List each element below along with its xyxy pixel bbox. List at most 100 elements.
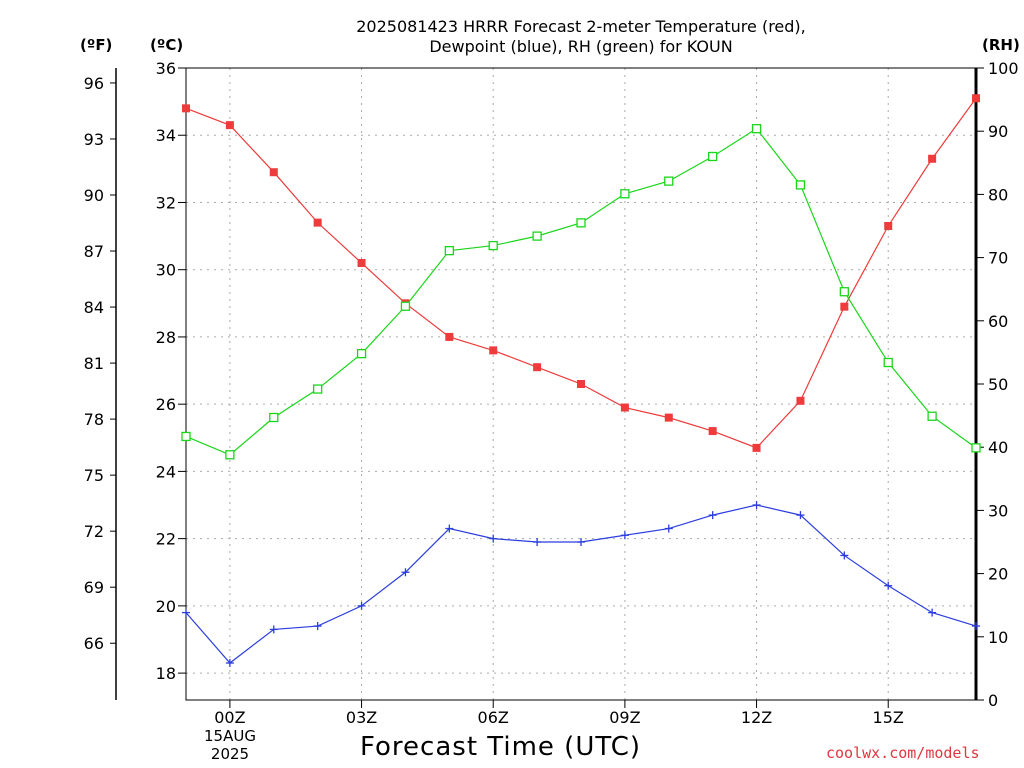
celsius-tick-label: 24 [156,462,176,481]
fahrenheit-tick-label: 66 [84,634,104,653]
dewpoint-point [357,601,366,610]
temperature-point [752,443,761,452]
rh-point [532,231,542,241]
axes: 18 20 22 24 26 28 30 32 34 36 66 69 72 75 78 81 84 87 90 93… [84,59,1019,727]
rh-point [269,412,279,423]
rh-tick-label: 90 [988,122,1008,141]
celsius-tick-label: 32 [156,193,176,212]
x-axis-title: Forecast Time (UTC) [360,732,642,762]
date-label-day: 15AUG [204,727,256,745]
rh-tick-label: 70 [988,249,1008,268]
rh-point [708,151,718,162]
rh-point [839,287,849,297]
rh-point [620,189,630,199]
rh-point [664,176,674,186]
dewpoint-point [225,659,234,668]
dewpoint-point [752,501,761,510]
dewpoint-point [489,534,498,543]
dewpoint-point [972,622,980,631]
temperature-point [708,427,717,436]
temperature-point [620,403,629,412]
fahrenheit-tick-label: 69 [84,578,104,597]
temperature-point [577,380,585,388]
credit-text: coolwx.com/models [826,744,980,762]
temperature-point [357,258,366,267]
rh-tick-label: 80 [988,185,1008,204]
temperature-point [972,94,980,103]
fahrenheit-tick-label: 72 [84,522,104,541]
temperature-point [182,104,190,113]
dewpoint-point [708,511,717,520]
temperature-point [796,396,805,405]
dewpoint-point [840,551,849,560]
rh-point [576,218,586,228]
temperature-point [313,218,322,227]
celsius-tick-label: 34 [156,126,176,145]
rh-tick-label: 40 [988,438,1008,457]
celsius-tick-label: 18 [156,664,176,683]
dewpoint-point [796,511,805,520]
fahrenheit-tick-label: 75 [84,466,104,485]
fahrenheit-unit-label: (ºF) [80,36,113,54]
temperature-point [269,168,278,177]
temperature-line [185,97,977,449]
rh-tick-label: 50 [988,375,1008,394]
dewpoint-point [182,608,190,617]
temperature-point [445,332,454,341]
temperature-point [840,302,849,311]
dewpoint-point [664,524,673,533]
chart-title-line-1: 2025081423 HRRR Forecast 2-meter Tempera… [356,17,806,36]
rh-point [400,301,411,311]
fahrenheit-tick-label: 87 [84,242,104,261]
celsius-tick-label: 28 [156,328,176,347]
rh-point [181,431,191,442]
rh-point [356,349,367,359]
x-tick-label: 12Z [741,708,772,727]
rh-tick-label: 10 [988,628,1008,647]
temperature-point [225,121,234,130]
rh-point [927,411,937,421]
rh-point [751,124,762,134]
temperature-point [533,363,542,372]
x-tick-label: 09Z [609,708,640,727]
dewpoint-point [620,531,629,540]
rh-point [795,180,806,190]
rh-tick-label: 60 [988,312,1008,331]
dewpoint-point [313,622,322,631]
rh-tick-label: 0 [988,691,998,710]
celsius-tick-label: 20 [156,597,176,616]
fahrenheit-tick-label: 78 [84,410,104,429]
rh-tick-label: 100 [988,59,1019,78]
dewpoint-point [533,538,542,546]
rh-point [883,357,893,368]
temperature-point [664,413,673,422]
rh-line [185,127,977,456]
dewpoint-point [928,608,937,617]
dewpoint-point [445,524,454,533]
chart-title-line-2: Dewpoint (blue), RH (green) for KOUN [429,37,733,56]
celsius-tick-label: 26 [156,395,176,414]
fahrenheit-tick-label: 96 [84,74,104,93]
rh-point [971,443,981,453]
dewpoint-point [884,581,893,590]
celsius-tick-label: 36 [156,59,176,78]
x-tick-label: 03Z [346,708,377,727]
fahrenheit-tick-label: 81 [84,354,104,373]
temperature-point [489,346,498,355]
celsius-unit-label: (ºC) [150,36,184,54]
rh-point [488,240,498,251]
fahrenheit-tick-label: 84 [84,298,104,317]
x-tick-label: 06Z [478,708,509,727]
celsius-tick-label: 22 [156,530,176,549]
rh-unit-label: (RH) [982,36,1020,54]
x-tick-label: 15Z [873,708,904,727]
dewpoint-point [577,538,585,546]
x-tick-label: 00Z [214,708,245,727]
dewpoint-point [269,625,278,634]
data-series [181,94,981,668]
temperature-point [928,154,937,163]
rh-point [313,384,323,394]
temperature-point [884,222,893,230]
rh-tick-label: 30 [988,501,1008,520]
